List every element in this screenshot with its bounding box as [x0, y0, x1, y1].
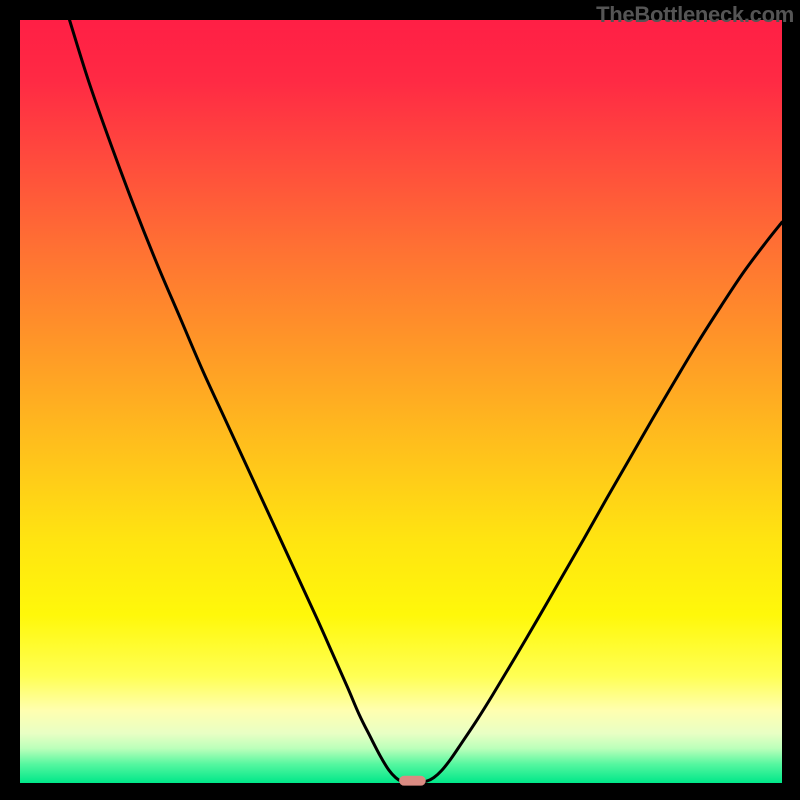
plot-background — [20, 20, 782, 783]
bottleneck-marker — [399, 776, 426, 786]
chart-svg — [0, 0, 800, 800]
bottleneck-chart: TheBottleneck.com — [0, 0, 800, 800]
